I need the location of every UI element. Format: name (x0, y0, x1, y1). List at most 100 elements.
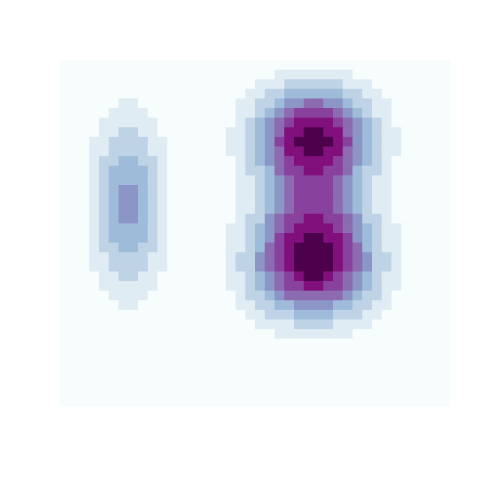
heatmap-cell (245, 204, 256, 215)
heatmap-cell (294, 377, 305, 388)
heatmap-cell (225, 242, 237, 253)
heatmap-cell (362, 396, 373, 407)
heatmap-cell (89, 290, 100, 301)
heatmap-cell (60, 377, 71, 388)
heatmap-cell (284, 223, 295, 234)
heatmap-cell (196, 300, 207, 311)
heatmap-cell (138, 261, 149, 273)
heatmap-cell (196, 117, 207, 128)
heatmap-cell (186, 290, 198, 301)
heatmap-cell (79, 233, 90, 244)
heatmap-cell (264, 319, 276, 330)
heatmap-cell (177, 60, 188, 71)
heatmap-cell (372, 146, 383, 157)
heatmap-cell (138, 117, 149, 128)
heatmap-cell (255, 175, 266, 186)
heatmap-cell (440, 261, 451, 273)
heatmap-cell (225, 98, 237, 109)
heatmap-cell (157, 146, 168, 157)
heatmap-cell (333, 252, 344, 263)
heatmap-cell (225, 319, 237, 330)
heatmap-cell (430, 242, 441, 253)
heatmap-cell (264, 252, 276, 263)
heatmap-cell (333, 261, 344, 273)
heatmap-cell (284, 338, 295, 349)
heatmap-cell (99, 117, 110, 128)
heatmap-cell (342, 338, 354, 349)
heatmap-cell (128, 136, 139, 148)
heatmap-cell (313, 213, 324, 224)
heatmap-cell (89, 117, 100, 128)
heatmap-cell (177, 127, 188, 138)
heatmap-cell (157, 194, 168, 205)
heatmap-cell (352, 252, 363, 263)
heatmap-cell (225, 117, 237, 128)
heatmap-cell (313, 338, 324, 349)
heatmap-cell (274, 309, 285, 321)
heatmap-cell (342, 213, 354, 224)
heatmap-cell (138, 79, 149, 90)
heatmap-cell (79, 223, 90, 234)
heatmap-cell (323, 396, 334, 407)
heatmap-cell (69, 79, 81, 90)
heatmap-cell (225, 88, 237, 100)
heatmap-cell (313, 88, 324, 100)
heatmap-cell (323, 117, 334, 128)
heatmap-cell (255, 329, 266, 340)
heatmap-cell (255, 233, 266, 244)
heatmap-cell (333, 309, 344, 321)
heatmap-cell (274, 300, 285, 311)
heatmap-cell (216, 69, 227, 80)
heatmap-cell (352, 319, 363, 330)
heatmap-cell (284, 108, 295, 119)
heatmap-cell (284, 127, 295, 138)
heatmap-cell (108, 156, 120, 167)
heatmap-cell (177, 309, 188, 321)
heatmap-cell (99, 242, 110, 253)
heatmap-cell (420, 338, 432, 349)
heatmap-cell (420, 309, 432, 321)
heatmap-cell (303, 377, 315, 388)
heatmap-cell (108, 261, 120, 273)
heatmap-cell (147, 108, 159, 119)
heatmap-cell (255, 242, 266, 253)
heatmap-cell (167, 204, 178, 215)
heatmap-cell (60, 194, 71, 205)
heatmap-cell (225, 338, 237, 349)
heatmap-cell (79, 386, 90, 397)
heatmap-cell (342, 357, 354, 369)
heatmap-cell (255, 98, 266, 109)
heatmap-cell (147, 290, 159, 301)
heatmap-cell (391, 175, 402, 186)
heatmap-cell (342, 204, 354, 215)
heatmap-cell (138, 213, 149, 224)
heatmap-cell (372, 290, 383, 301)
heatmap-cell (108, 184, 120, 196)
heatmap-cell (264, 213, 276, 224)
heatmap-cell (157, 223, 168, 234)
heatmap-cell (401, 98, 412, 109)
heatmap-cell (216, 252, 227, 263)
heatmap-cell (235, 367, 246, 378)
heatmap-cell (313, 319, 324, 330)
heatmap-cell (323, 175, 334, 186)
heatmap-cell (362, 156, 373, 167)
heatmap-cell (206, 396, 217, 407)
heatmap-cell (313, 396, 324, 407)
heatmap-cell (60, 357, 71, 369)
heatmap-cell (147, 367, 159, 378)
heatmap-cell (99, 79, 110, 90)
heatmap-cell (420, 60, 432, 71)
heatmap-cell (313, 108, 324, 119)
heatmap-cell (225, 136, 237, 148)
heatmap-cell (333, 329, 344, 340)
heatmap-cell (108, 136, 120, 148)
heatmap-cell (411, 338, 422, 349)
heatmap-cell (89, 223, 100, 234)
heatmap-cell (225, 357, 237, 369)
heatmap-cell (284, 146, 295, 157)
heatmap-cell (303, 117, 315, 128)
heatmap-cell (440, 127, 451, 138)
heatmap-cell (245, 367, 256, 378)
heatmap-cell (411, 117, 422, 128)
